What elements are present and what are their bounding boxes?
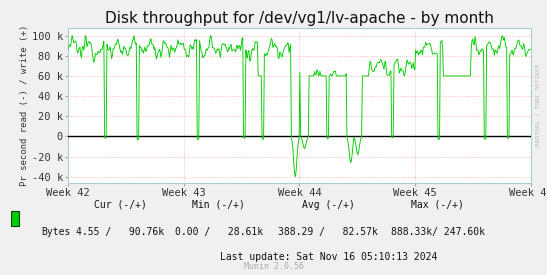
Text: 0.00 /   28.61k: 0.00 / 28.61k [174, 227, 263, 237]
Text: Bytes: Bytes [41, 227, 71, 237]
Y-axis label: Pr second read (-) / write (+): Pr second read (-) / write (+) [20, 24, 29, 186]
Text: Last update: Sat Nov 16 05:10:13 2024: Last update: Sat Nov 16 05:10:13 2024 [219, 252, 437, 262]
FancyBboxPatch shape [11, 211, 19, 226]
Text: Cur (-/+): Cur (-/+) [94, 200, 147, 210]
Text: 888.33k/ 247.60k: 888.33k/ 247.60k [391, 227, 485, 237]
Text: Max (-/+): Max (-/+) [411, 200, 464, 210]
Title: Disk throughput for /dev/vg1/lv-apache - by month: Disk throughput for /dev/vg1/lv-apache -… [105, 11, 494, 26]
Text: Munin 2.0.56: Munin 2.0.56 [243, 262, 304, 271]
Text: 388.29 /   82.57k: 388.29 / 82.57k [278, 227, 378, 237]
Text: RRDTOOL / TOBI OETIKER: RRDTOOL / TOBI OETIKER [536, 63, 540, 146]
Text: Min (-/+): Min (-/+) [193, 200, 245, 210]
Text: Avg (-/+): Avg (-/+) [302, 200, 354, 210]
Text: 4.55 /   90.76k: 4.55 / 90.76k [76, 227, 165, 237]
